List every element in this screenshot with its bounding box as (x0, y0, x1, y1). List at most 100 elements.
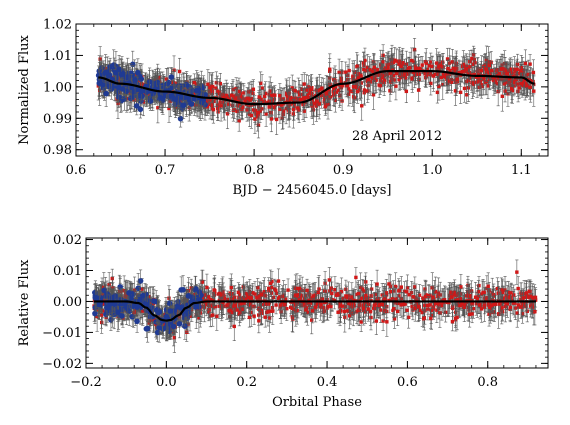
red-point (251, 91, 254, 94)
red-point (461, 70, 464, 73)
red-point (360, 104, 363, 107)
red-point (516, 63, 519, 66)
y-tick-label: 0.99 (43, 112, 72, 127)
x-tick-label: 1.0 (422, 163, 443, 178)
red-point (451, 67, 454, 70)
red-point (451, 60, 454, 63)
red-point (446, 67, 449, 70)
red-point (310, 88, 313, 91)
red-point (394, 84, 397, 87)
red-point (498, 72, 501, 75)
x-tick-label: 0.8 (244, 163, 265, 178)
top-data-points (96, 38, 536, 138)
top-y-axis-label: Normalized Flux (17, 34, 32, 144)
red-point (455, 78, 458, 81)
red-point (257, 111, 260, 114)
red-point (367, 78, 370, 81)
red-point (219, 104, 222, 107)
red-point (212, 108, 215, 111)
blue-point (119, 72, 125, 78)
red-point (473, 61, 476, 64)
red-point (275, 118, 278, 121)
blue-point (135, 70, 141, 76)
red-point (519, 69, 522, 72)
red-point (524, 62, 527, 65)
red-point (399, 65, 402, 68)
red-point (489, 61, 492, 64)
red-point (528, 62, 531, 65)
red-point (376, 68, 379, 71)
red-point (443, 75, 446, 78)
red-point (381, 60, 384, 63)
top-annotation: 28 April 2012 (352, 129, 442, 144)
red-point (528, 85, 531, 88)
red-point (379, 84, 382, 87)
blue-point (139, 88, 145, 94)
red-point (263, 95, 266, 98)
red-point (359, 74, 362, 77)
red-point (315, 100, 318, 103)
red-point (328, 68, 331, 71)
red-point (471, 81, 474, 84)
blue-point (169, 74, 175, 80)
red-point (206, 83, 209, 86)
red-point (427, 64, 430, 67)
red-point (227, 102, 230, 105)
red-point (335, 90, 338, 93)
red-point (352, 85, 355, 88)
red-point (470, 57, 473, 60)
red-point (424, 61, 427, 64)
red-point (267, 105, 270, 108)
red-point (373, 66, 376, 69)
red-point (178, 70, 181, 73)
red-point (305, 88, 308, 91)
red-point (366, 89, 369, 92)
red-point (273, 94, 276, 97)
red-point (320, 86, 323, 89)
red-point (519, 82, 522, 85)
red-point (211, 90, 214, 93)
red-point (407, 66, 410, 69)
y-tick-label: 1.01 (43, 49, 72, 64)
red-point (441, 60, 444, 63)
y-tick-label: 1.02 (43, 18, 72, 33)
bottom-data-points (92, 260, 537, 353)
red-point (405, 90, 408, 93)
red-point (296, 106, 299, 109)
red-point (253, 117, 256, 120)
red-point (479, 69, 482, 72)
red-point (351, 75, 354, 78)
blue-point (107, 64, 113, 70)
x-tick-label: 0.9 (333, 163, 354, 178)
red-point (250, 114, 253, 117)
red-point (475, 80, 478, 83)
red-point (514, 306, 517, 309)
red-point (278, 94, 281, 97)
blue-point (172, 96, 178, 102)
red-point (193, 81, 196, 84)
red-point (401, 61, 404, 64)
red-point (522, 81, 525, 84)
red-point (324, 105, 327, 108)
blue-point (155, 80, 161, 86)
red-point (298, 93, 301, 96)
red-point (532, 89, 535, 92)
red-point (366, 84, 369, 87)
red-point (304, 96, 307, 99)
red-point (410, 59, 413, 62)
red-point (420, 63, 423, 66)
red-point (484, 68, 487, 71)
blue-point (181, 103, 187, 109)
blue-point (139, 93, 145, 99)
red-point (211, 85, 214, 88)
red-point (436, 91, 439, 94)
red-point (432, 74, 435, 77)
red-point (347, 69, 350, 72)
red-point (249, 98, 252, 101)
blue-point (184, 82, 190, 88)
red-point (490, 69, 493, 72)
blue-point (189, 101, 195, 107)
